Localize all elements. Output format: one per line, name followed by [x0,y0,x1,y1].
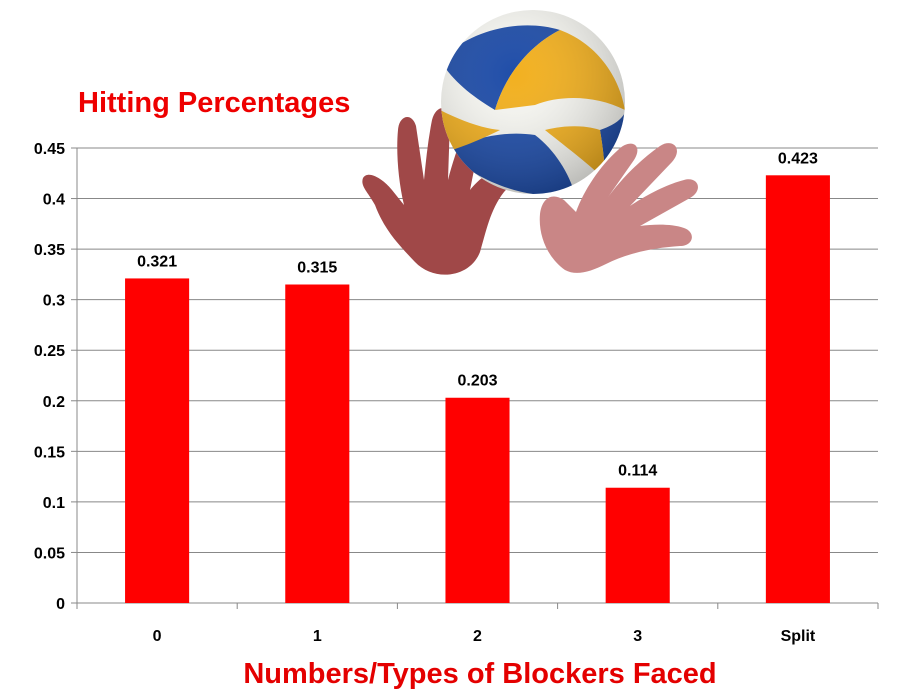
volleyball-icon [441,10,625,194]
x-tick-label: Split [781,628,816,645]
y-tick-label: 0.05 [34,545,65,562]
bar-split [765,175,830,604]
bar-0 [125,278,190,603]
data-label: 0.315 [297,260,337,277]
y-tick-label: 0.35 [34,242,65,259]
data-label: 0.114 [618,463,657,480]
x-tick-label: 2 [473,628,482,645]
axes: 0 0.05 0.1 0.15 0.2 0.25 0.3 0.35 0.4 0.45 0 1 2 3 Spl… [34,141,879,645]
y-tick-label: 0.15 [34,444,65,461]
data-label: 0.423 [778,150,818,167]
x-tick-label: 1 [313,628,322,645]
y-tick-label: 0.45 [34,141,65,158]
data-label: 0.203 [457,373,497,390]
chart-title: Hitting Percentages [78,87,350,119]
data-labels: 0.321 0.315 0.203 0.114 0.423 [137,150,818,479]
volleyball-illustration [362,10,698,275]
y-tick-label: 0.1 [43,495,65,512]
y-tick-label: 0.2 [43,394,65,411]
y-tick-label: 0.4 [43,192,65,209]
bar-2 [445,397,510,603]
x-tick-label: 0 [153,628,162,645]
y-tick-label: 0 [56,596,65,613]
x-axis-title: Numbers/Types of Blockers Faced [243,658,716,690]
bar-1 [285,284,350,603]
data-label: 0.321 [137,253,177,270]
x-tick-label: 3 [633,628,642,645]
right-hand-icon [539,143,698,273]
y-tick-label: 0.25 [34,343,65,360]
y-tick-label: 0.3 [43,293,65,310]
bar-3 [605,487,670,603]
bars [125,175,830,604]
